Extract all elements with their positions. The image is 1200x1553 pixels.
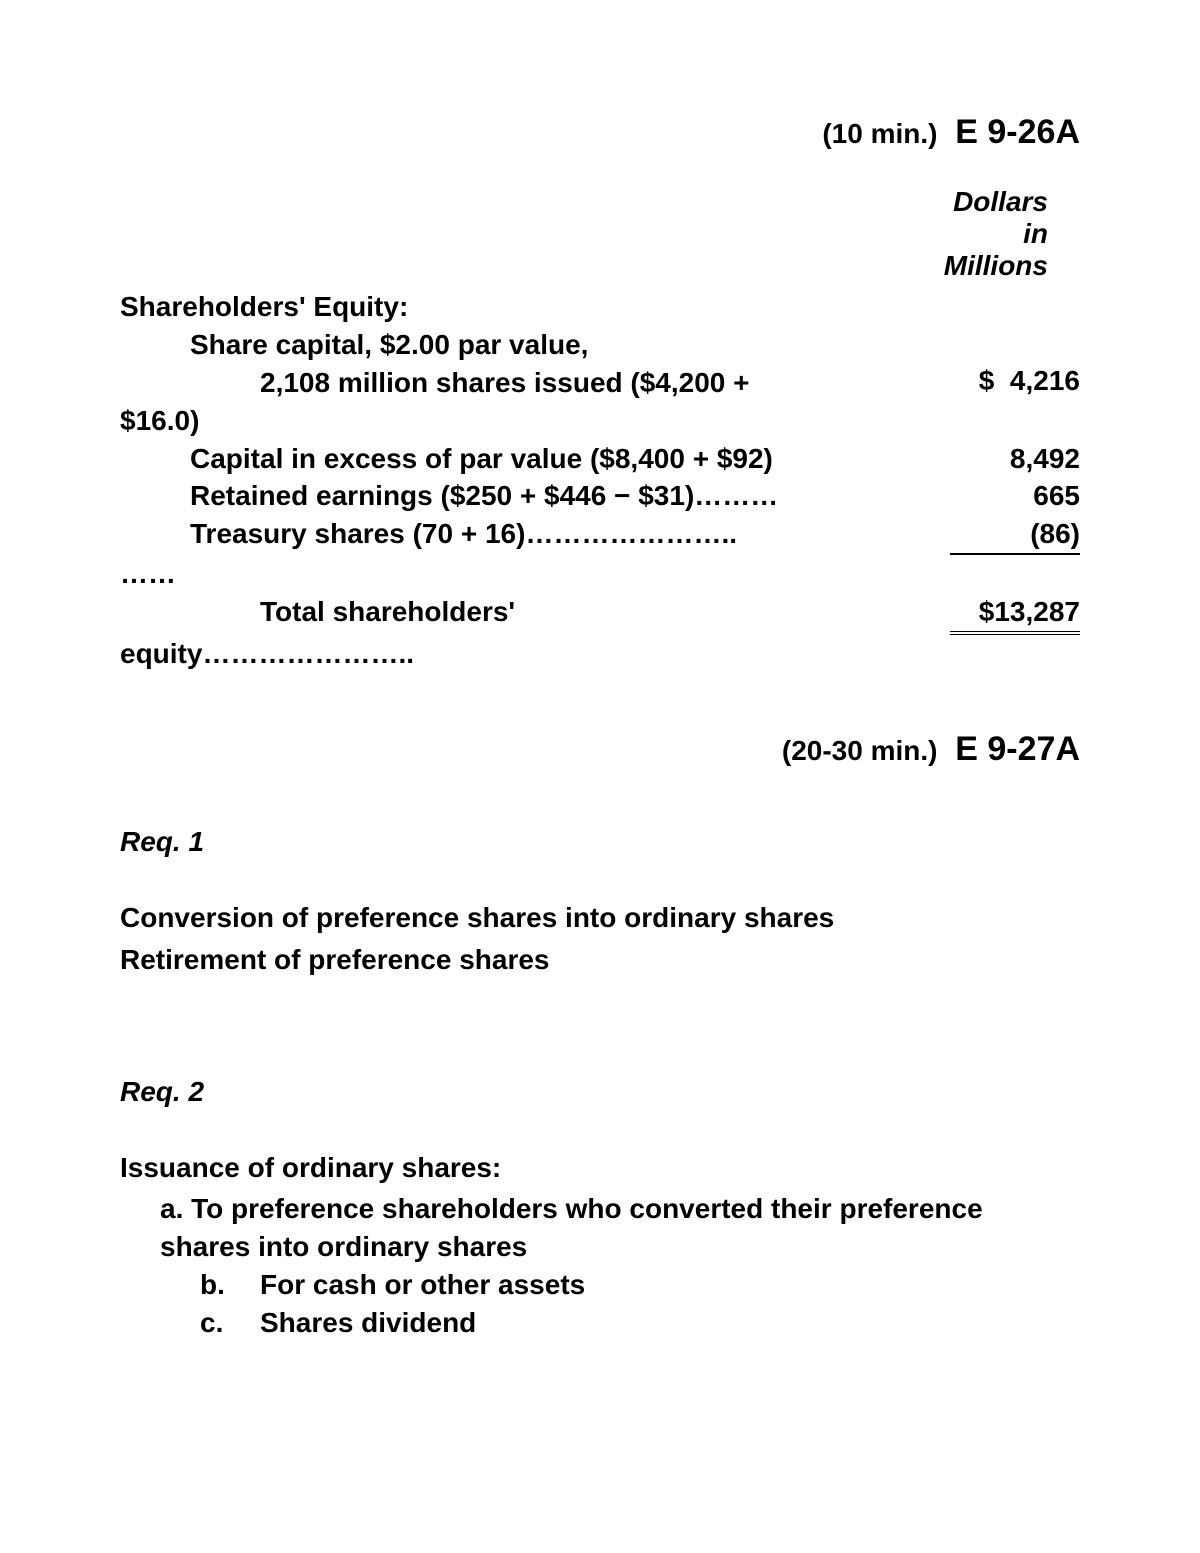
total-equity-value: $13,287 [950,593,1080,635]
req-1-heading: Req. 1 [120,823,1080,861]
leader-dots: …… [120,555,1080,593]
total-equity-label-wrap: equity………………….. [120,635,1080,673]
column-header-line-3: Millions [120,250,1048,282]
row-capital-excess: Capital in excess of par value ($8,400 +… [120,440,1080,478]
total-equity-value-wrap: $13,287 [900,593,1080,635]
req-2-item-c-letter: c. [200,1304,260,1342]
req-2-item-b: b. For cash or other assets [120,1266,1080,1304]
row-retained-earnings: Retained earnings ($250 + $446 − $31)………… [120,477,1080,515]
req-2-intro: Issuance of ordinary shares: [120,1149,1080,1187]
retained-earnings-label: Retained earnings ($250 + $446 − $31)……… [120,477,900,515]
row-share-capital: Share capital, $2.00 par value, 2,108 mi… [120,326,1080,402]
row-share-capital-value: $ 4,216 [900,326,1080,400]
share-capital-wrap: $16.0) [120,402,1080,440]
total-equity-label-line1: Total shareholders' [120,593,900,631]
treasury-shares-label: Treasury shares (70 + 16)………………….. [120,515,900,553]
req-1-line-1: Conversion of preference shares into ord… [120,899,1080,937]
req-2-item-a-letter: a. [160,1193,183,1224]
share-capital-line-2: 2,108 million shares issued ($4,200 + [120,364,880,402]
req-2-item-a: a. To preference shareholders who conver… [120,1190,1080,1266]
total-equity-amount: 13,287 [994,596,1080,627]
req-1-line-2: Retirement of preference shares [120,941,1080,979]
retained-earnings-value: 665 [900,477,1080,515]
share-capital-prefix: $ [979,365,995,396]
treasury-shares-value: (86) [950,515,1080,555]
exercise-1-header: (10 min.) E 9-26A [120,110,1080,156]
exercise-2-time: (20-30 min.) [782,735,938,766]
capital-excess-label: Capital in excess of par value ($8,400 +… [120,440,900,478]
req-2-item-c: c. Shares dividend [120,1304,1080,1342]
row-share-capital-label: Share capital, $2.00 par value, 2,108 mi… [120,326,900,402]
row-total-equity: Total shareholders' $13,287 [120,593,1080,635]
exercise-1-code: E 9-26A [955,113,1080,151]
share-capital-amount: 4,216 [1010,365,1080,396]
req-2-item-b-letter: b. [200,1266,260,1304]
capital-excess-value: 8,492 [900,440,1080,478]
column-header: Dollars in Millions [120,186,1080,283]
treasury-shares-value-wrap: (86) [900,515,1080,555]
req-2-item-b-text: For cash or other assets [260,1266,585,1304]
shareholders-equity-section: Shareholders' Equity: Share capital, $2.… [120,288,1080,672]
row-treasury-shares: Treasury shares (70 + 16)………………….. (86) [120,515,1080,555]
section-title: Shareholders' Equity: [120,288,1080,326]
total-equity-prefix: $ [979,596,995,627]
exercise-1-time: (10 min.) [822,118,937,149]
req-2-heading: Req. 2 [120,1073,1080,1111]
column-header-line-2: in [120,218,1048,250]
column-header-line-1: Dollars [120,186,1048,218]
share-capital-line-1: Share capital, $2.00 par value, [120,326,880,364]
req-2-item-c-text: Shares dividend [260,1304,476,1342]
exercise-2-code: E 9-27A [955,730,1080,768]
req-2-item-a-text: To preference shareholders who converted… [160,1193,983,1262]
exercise-2-header: (20-30 min.) E 9-27A [120,727,1080,773]
